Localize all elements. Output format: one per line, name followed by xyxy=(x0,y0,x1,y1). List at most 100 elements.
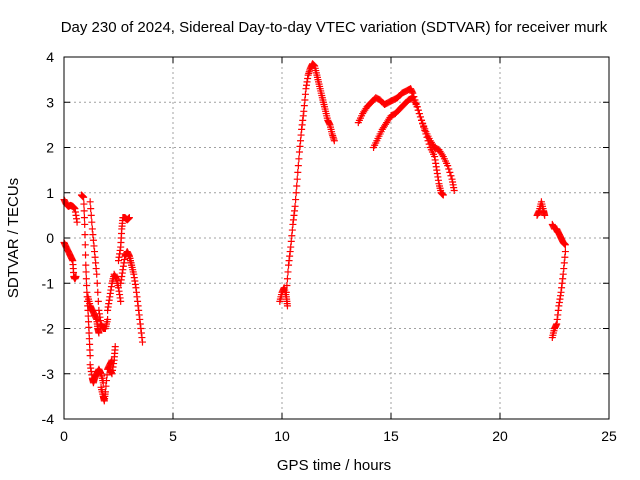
data-point xyxy=(81,241,89,249)
data-point xyxy=(283,302,291,310)
data-point xyxy=(284,268,292,276)
series-arc-r xyxy=(548,220,569,249)
data-point xyxy=(292,189,300,197)
y-tick-label: 1 xyxy=(46,185,54,201)
series-arc-b xyxy=(60,239,80,283)
data-point xyxy=(415,110,423,118)
data-point xyxy=(541,211,549,219)
y-tick-label: -4 xyxy=(42,411,55,427)
y-axis-label: SDTVAR / TECUs xyxy=(5,178,22,298)
y-tick-label: 3 xyxy=(46,94,54,110)
data-point xyxy=(80,214,88,222)
data-point xyxy=(88,218,96,226)
series-arc-n xyxy=(282,60,338,296)
y-tick-label: -2 xyxy=(42,321,55,337)
data-point xyxy=(293,175,301,183)
data-point xyxy=(104,315,112,323)
y-tick-label: -1 xyxy=(42,275,55,291)
data-point xyxy=(438,151,446,159)
y-tick-label: 2 xyxy=(46,140,54,156)
data-point xyxy=(295,155,303,163)
data-point xyxy=(445,165,453,173)
data-point xyxy=(283,282,291,290)
series-arc-p xyxy=(370,94,447,199)
data-point xyxy=(422,130,430,138)
data-point xyxy=(80,193,88,201)
data-point xyxy=(82,251,90,259)
data-point xyxy=(80,207,88,215)
data-point xyxy=(447,172,455,180)
series-arc-f xyxy=(86,361,107,387)
series-arc-q xyxy=(533,198,549,219)
data-point xyxy=(424,137,432,145)
x-tick-label: 10 xyxy=(274,428,290,444)
series-arc-l xyxy=(125,252,146,346)
data-point xyxy=(293,182,301,190)
x-tick-label: 25 xyxy=(601,428,617,444)
chart-title: Day 230 of 2024, Sidereal Day-to-day VTE… xyxy=(61,19,608,36)
data-point xyxy=(425,140,433,148)
data-point xyxy=(416,113,424,121)
x-tick-label: 15 xyxy=(383,428,399,444)
data-point xyxy=(450,186,458,194)
data-point xyxy=(561,241,569,249)
data-point xyxy=(81,231,89,239)
data-point xyxy=(117,297,125,305)
series-arc-j xyxy=(115,214,133,265)
data-point xyxy=(86,198,94,206)
data-point xyxy=(282,288,290,296)
data-point xyxy=(421,127,429,135)
data-point xyxy=(420,123,428,131)
x-tick-label: 5 xyxy=(169,428,177,444)
data-point xyxy=(81,220,89,228)
data-point xyxy=(294,168,302,176)
data-point xyxy=(418,116,426,124)
series-arc-i xyxy=(106,343,119,378)
data-point xyxy=(138,338,146,346)
data-point xyxy=(446,168,454,176)
data-point xyxy=(72,272,80,280)
series-arc-s xyxy=(548,248,569,342)
y-tick-label: 0 xyxy=(46,230,54,246)
data-point xyxy=(414,106,422,114)
tick-layer xyxy=(63,56,610,420)
data-point xyxy=(95,329,103,337)
data-point xyxy=(87,205,95,213)
series-arc-c xyxy=(77,191,94,360)
data-point xyxy=(86,352,94,360)
data-point xyxy=(73,218,81,226)
data-point xyxy=(561,248,569,256)
label-layer: 0 5 10 15 20 25 -4 -3 -2 -1 0 1 2 3 4 xyxy=(42,49,617,444)
y-tick-label: 4 xyxy=(46,49,54,65)
data-point xyxy=(94,297,102,305)
data-point xyxy=(419,120,427,128)
data-point xyxy=(291,202,299,210)
series-arc-e xyxy=(86,198,112,332)
data-point xyxy=(292,196,300,204)
y-tick-label: -3 xyxy=(42,366,55,382)
data-point xyxy=(423,133,431,141)
data-point xyxy=(294,162,302,170)
x-tick-label: 20 xyxy=(492,428,508,444)
data-point xyxy=(93,279,101,287)
data-point xyxy=(444,162,452,170)
x-axis-label: GPS time / hours xyxy=(277,457,391,474)
x-tick-label: 0 xyxy=(60,428,68,444)
data-point xyxy=(330,137,338,145)
data-point xyxy=(93,270,101,278)
data-point xyxy=(80,200,88,208)
data-point xyxy=(83,282,91,290)
data-point xyxy=(125,214,133,222)
data-point xyxy=(82,268,90,276)
points-layer xyxy=(60,60,569,405)
data-point xyxy=(283,275,291,283)
data-point xyxy=(94,288,102,296)
series-arc-d xyxy=(84,293,103,337)
data-point xyxy=(87,211,95,219)
data-point xyxy=(82,275,90,283)
data-point xyxy=(111,343,119,351)
data-point xyxy=(439,191,447,199)
data-point xyxy=(413,103,421,111)
